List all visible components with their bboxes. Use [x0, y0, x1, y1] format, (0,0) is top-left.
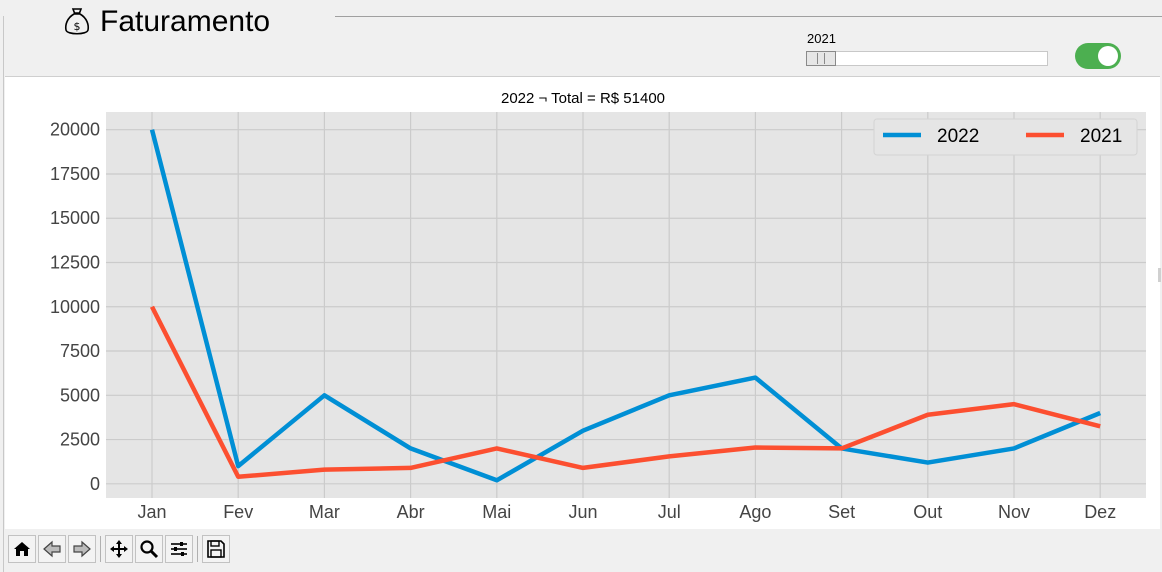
y-tick-label: 5000: [60, 385, 100, 405]
x-tick-label: Abr: [397, 502, 425, 522]
back-button[interactable]: [38, 535, 66, 563]
legend-label-2022: 2022: [937, 126, 979, 147]
x-tick-label: Dez: [1084, 502, 1116, 522]
configure-subplots-button[interactable]: [165, 535, 193, 563]
year-slider-track[interactable]: [806, 51, 1048, 66]
x-tick-label: Jul: [658, 502, 681, 522]
legend-box: [873, 118, 1138, 156]
x-tick-label: Nov: [998, 502, 1030, 522]
svg-text:$: $: [74, 20, 81, 33]
y-tick-label: 2500: [60, 430, 100, 450]
home-button[interactable]: [8, 535, 36, 563]
x-tick-label: Jan: [137, 502, 166, 522]
compare-toggle[interactable]: [1075, 43, 1121, 69]
forward-icon: [73, 540, 91, 558]
chart-title: 2022 ¬ Total = R$ 51400: [501, 90, 665, 107]
money-bag-icon: $: [64, 8, 90, 35]
window-left-border: [3, 16, 4, 572]
x-tick-label: Mai: [482, 502, 511, 522]
series-line-2021: [149, 305, 1101, 480]
page-title: Faturamento: [100, 5, 271, 38]
toggle-knob: [1098, 46, 1118, 66]
y-tick-label: 0: [90, 474, 100, 494]
x-tick-label: Mar: [309, 502, 340, 522]
x-tick-label: Jun: [568, 502, 597, 522]
zoom-icon: [140, 540, 159, 559]
legend-label-2021: 2021: [1080, 126, 1122, 147]
forward-button[interactable]: [68, 535, 96, 563]
toolbar-separator: [197, 536, 198, 562]
pan-button[interactable]: [105, 535, 133, 563]
series-line-2022: [149, 129, 1102, 483]
back-icon: [43, 540, 61, 558]
chart-figure: 2022 ¬ Total = R$ 51400 0 2500 5000 7500 1000…: [5, 76, 1160, 529]
x-tick-label: Ago: [739, 502, 771, 522]
pan-icon: [110, 540, 128, 558]
header-divider: [335, 16, 1162, 17]
y-tick-label: 12500: [50, 253, 100, 273]
save-icon: [207, 540, 225, 558]
x-tick-label: Out: [913, 502, 942, 522]
x-tick-label: Fev: [223, 502, 253, 522]
y-tick-label: 15000: [50, 208, 100, 228]
home-icon: [14, 542, 30, 556]
zoom-button[interactable]: [135, 535, 163, 563]
y-tick-label: 7500: [60, 341, 100, 361]
scrollbar-handle[interactable]: [1158, 268, 1161, 282]
year-slider-thumb[interactable]: [806, 51, 836, 66]
configure-subplots-icon: [171, 542, 187, 556]
y-tick-label: 20000: [50, 120, 100, 140]
y-tick-label: 10000: [50, 297, 100, 317]
x-tick-label: Set: [828, 502, 855, 522]
year-slider-label: 2021: [807, 31, 836, 46]
app-header: $ Faturamento: [64, 2, 270, 42]
line-chart: 2022 ¬ Total = R$ 51400 0 2500 5000 7500 1000…: [50, 90, 1146, 522]
y-tick-label: 17500: [50, 164, 100, 184]
plot-toolbar: [8, 533, 232, 565]
save-button[interactable]: [202, 535, 230, 563]
toolbar-separator: [100, 536, 101, 562]
